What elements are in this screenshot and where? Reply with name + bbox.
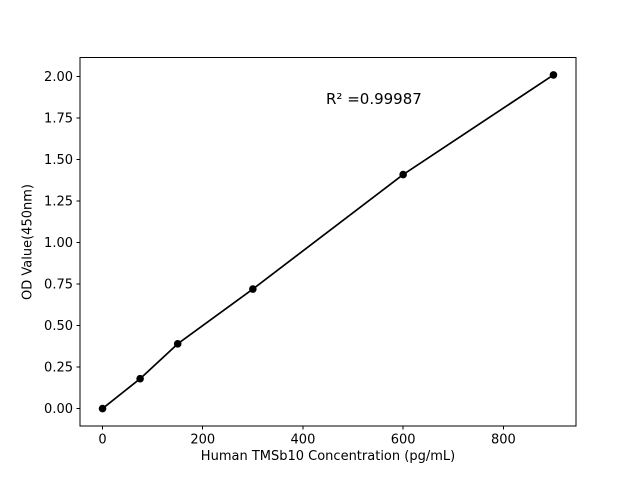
y-tick-label: 1.25: [44, 195, 73, 210]
data-point: [98, 404, 107, 413]
data-point: [399, 170, 407, 179]
x-tick-label: 600: [391, 433, 416, 448]
y-tick-label: 2.00: [44, 70, 73, 85]
x-tick-label: 200: [190, 433, 215, 448]
plot-frame: [79, 57, 577, 427]
x-tick-label: 0: [98, 433, 106, 448]
r-squared-annotation: R² =0.99987: [326, 90, 422, 108]
data-point: [549, 71, 558, 79]
data-point: [173, 340, 182, 348]
x-tick-label: 400: [291, 433, 316, 448]
x-axis-label: Human TMSb10 Concentration (pg/mL): [200, 449, 456, 464]
y-tick-label: 1.50: [44, 153, 73, 168]
x-tick-label: 800: [491, 433, 516, 448]
y-tick-label: 1.75: [44, 112, 73, 127]
y-tick-label: 0.25: [44, 361, 73, 376]
data-point: [249, 285, 257, 293]
y-tick-label: 0.50: [44, 319, 73, 334]
y-tick-label: 0.75: [44, 278, 73, 293]
y-axis-label: OD Value(450nm): [20, 184, 36, 300]
data-point: [136, 374, 144, 383]
y-tick-label: 1.00: [44, 236, 73, 251]
data-line: [101, 74, 555, 410]
y-tick-label: 0.00: [44, 402, 73, 417]
